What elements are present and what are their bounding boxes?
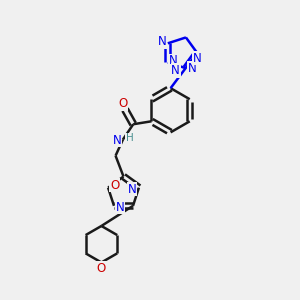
Text: N: N [171,64,180,77]
Text: O: O [110,179,119,192]
Text: O: O [118,97,127,110]
Text: N: N [113,134,122,147]
Text: N: N [116,201,125,214]
Text: N: N [169,54,178,68]
Text: H: H [125,133,133,143]
Text: N: N [158,35,167,48]
Text: N: N [128,183,137,196]
Text: N: N [193,52,202,64]
Text: O: O [97,262,106,275]
Text: N: N [188,62,197,75]
